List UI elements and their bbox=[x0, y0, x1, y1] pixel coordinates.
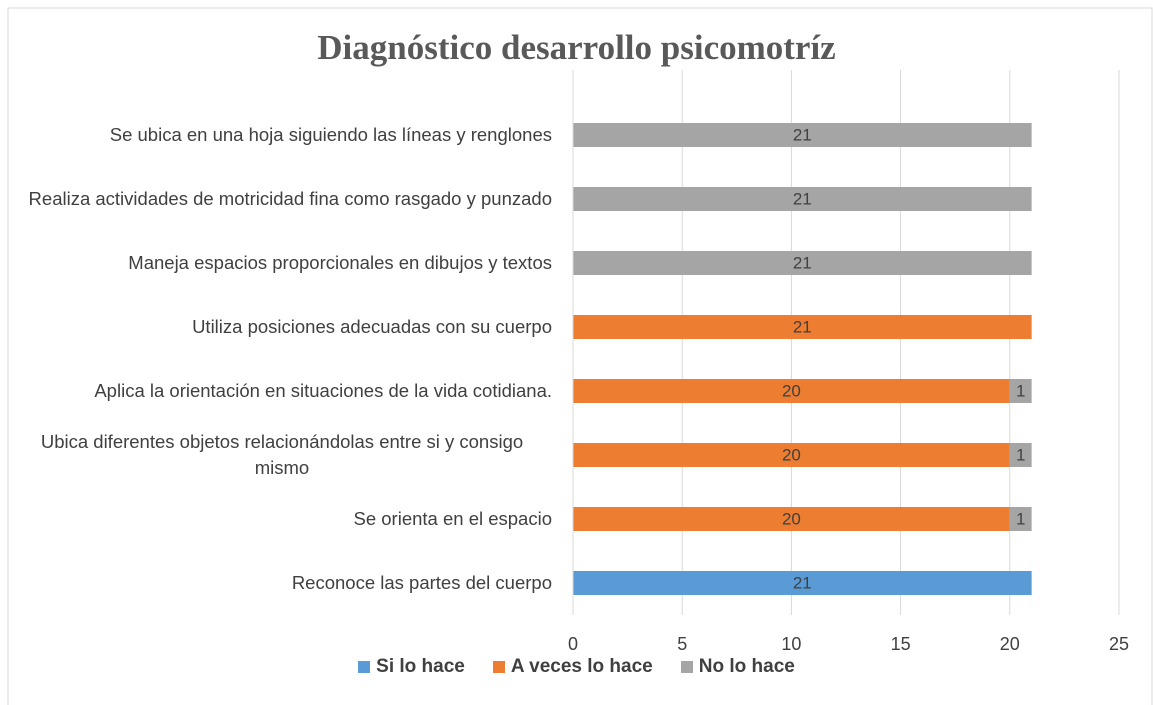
data-label: 1 bbox=[1016, 381, 1025, 400]
bar bbox=[573, 443, 1010, 467]
category-text: Ubica diferentes objetos relacionándolas… bbox=[40, 431, 524, 478]
x-tick-label: 0 bbox=[568, 634, 578, 654]
data-label: 21 bbox=[793, 189, 812, 208]
data-label: 20 bbox=[782, 509, 801, 528]
x-tick-label: 10 bbox=[781, 634, 801, 654]
data-label: 21 bbox=[793, 253, 812, 272]
category-label: Se orienta en el espacio bbox=[0, 489, 553, 549]
category-label: Aplica la orientación en situaciones de … bbox=[0, 361, 552, 421]
legend-item: No lo hace bbox=[680, 656, 795, 678]
legend-item: A veces lo hace bbox=[492, 656, 653, 678]
category-label: Maneja espacios proporcionales en dibujo… bbox=[0, 233, 552, 293]
category-label: Realiza actividades de motricidad fina c… bbox=[0, 169, 552, 229]
category-text: Aplica la orientación en situaciones de … bbox=[94, 380, 552, 401]
x-tick-label: 25 bbox=[1109, 634, 1129, 654]
category-text: Maneja espacios proporcionales en dibujo… bbox=[128, 252, 552, 273]
category-text: Realiza actividades de motricidad fina c… bbox=[28, 188, 552, 209]
chart-border bbox=[7, 7, 1153, 705]
data-label: 21 bbox=[793, 573, 812, 592]
category-label: Ubica diferentes objetos relacionándolas… bbox=[0, 425, 552, 485]
bar bbox=[573, 507, 1010, 531]
chart-title: Diagnóstico desarrollo psicomotríz bbox=[317, 28, 836, 67]
bar bbox=[1009, 379, 1032, 403]
legend-swatch bbox=[680, 661, 693, 673]
x-tick-label: 15 bbox=[891, 634, 911, 654]
legend-swatch bbox=[492, 661, 505, 673]
category-label: Se ubica en una hoja siguiendo las línea… bbox=[0, 105, 552, 165]
legend-swatch bbox=[358, 661, 371, 673]
bar bbox=[573, 251, 1032, 275]
data-label: 1 bbox=[1016, 509, 1025, 528]
legend-text: Si lo hace bbox=[376, 656, 465, 677]
legend-text: No lo hace bbox=[698, 656, 795, 677]
bar bbox=[573, 123, 1032, 147]
legend: Si lo hace A veces lo hace No lo hace bbox=[0, 656, 1153, 678]
bar bbox=[1009, 443, 1032, 467]
data-label: 20 bbox=[782, 381, 801, 400]
category-label: Reconoce las partes del cuerpo bbox=[0, 553, 552, 613]
category-text: Se orienta en el espacio bbox=[353, 508, 553, 529]
bar bbox=[573, 315, 1032, 339]
legend-text: A veces lo hace bbox=[510, 656, 653, 677]
category-label: Utiliza posiciones adecuadas con su cuer… bbox=[0, 297, 552, 357]
category-text: Reconoce las partes del cuerpo bbox=[291, 572, 552, 593]
category-text: Se ubica en una hoja siguiendo las línea… bbox=[109, 124, 552, 145]
data-label: 20 bbox=[782, 445, 801, 464]
bar bbox=[573, 571, 1032, 595]
x-tick-label: 20 bbox=[1000, 634, 1020, 654]
data-label: 21 bbox=[793, 125, 812, 144]
bar bbox=[573, 187, 1032, 211]
bar bbox=[1009, 507, 1032, 531]
data-label: 1 bbox=[1016, 445, 1025, 464]
bar bbox=[573, 379, 1010, 403]
data-label: 21 bbox=[793, 317, 812, 336]
x-tick-label: 5 bbox=[677, 634, 687, 654]
legend-item: Si lo hace bbox=[358, 656, 465, 678]
category-text: Utiliza posiciones adecuadas con su cuer… bbox=[192, 316, 552, 337]
